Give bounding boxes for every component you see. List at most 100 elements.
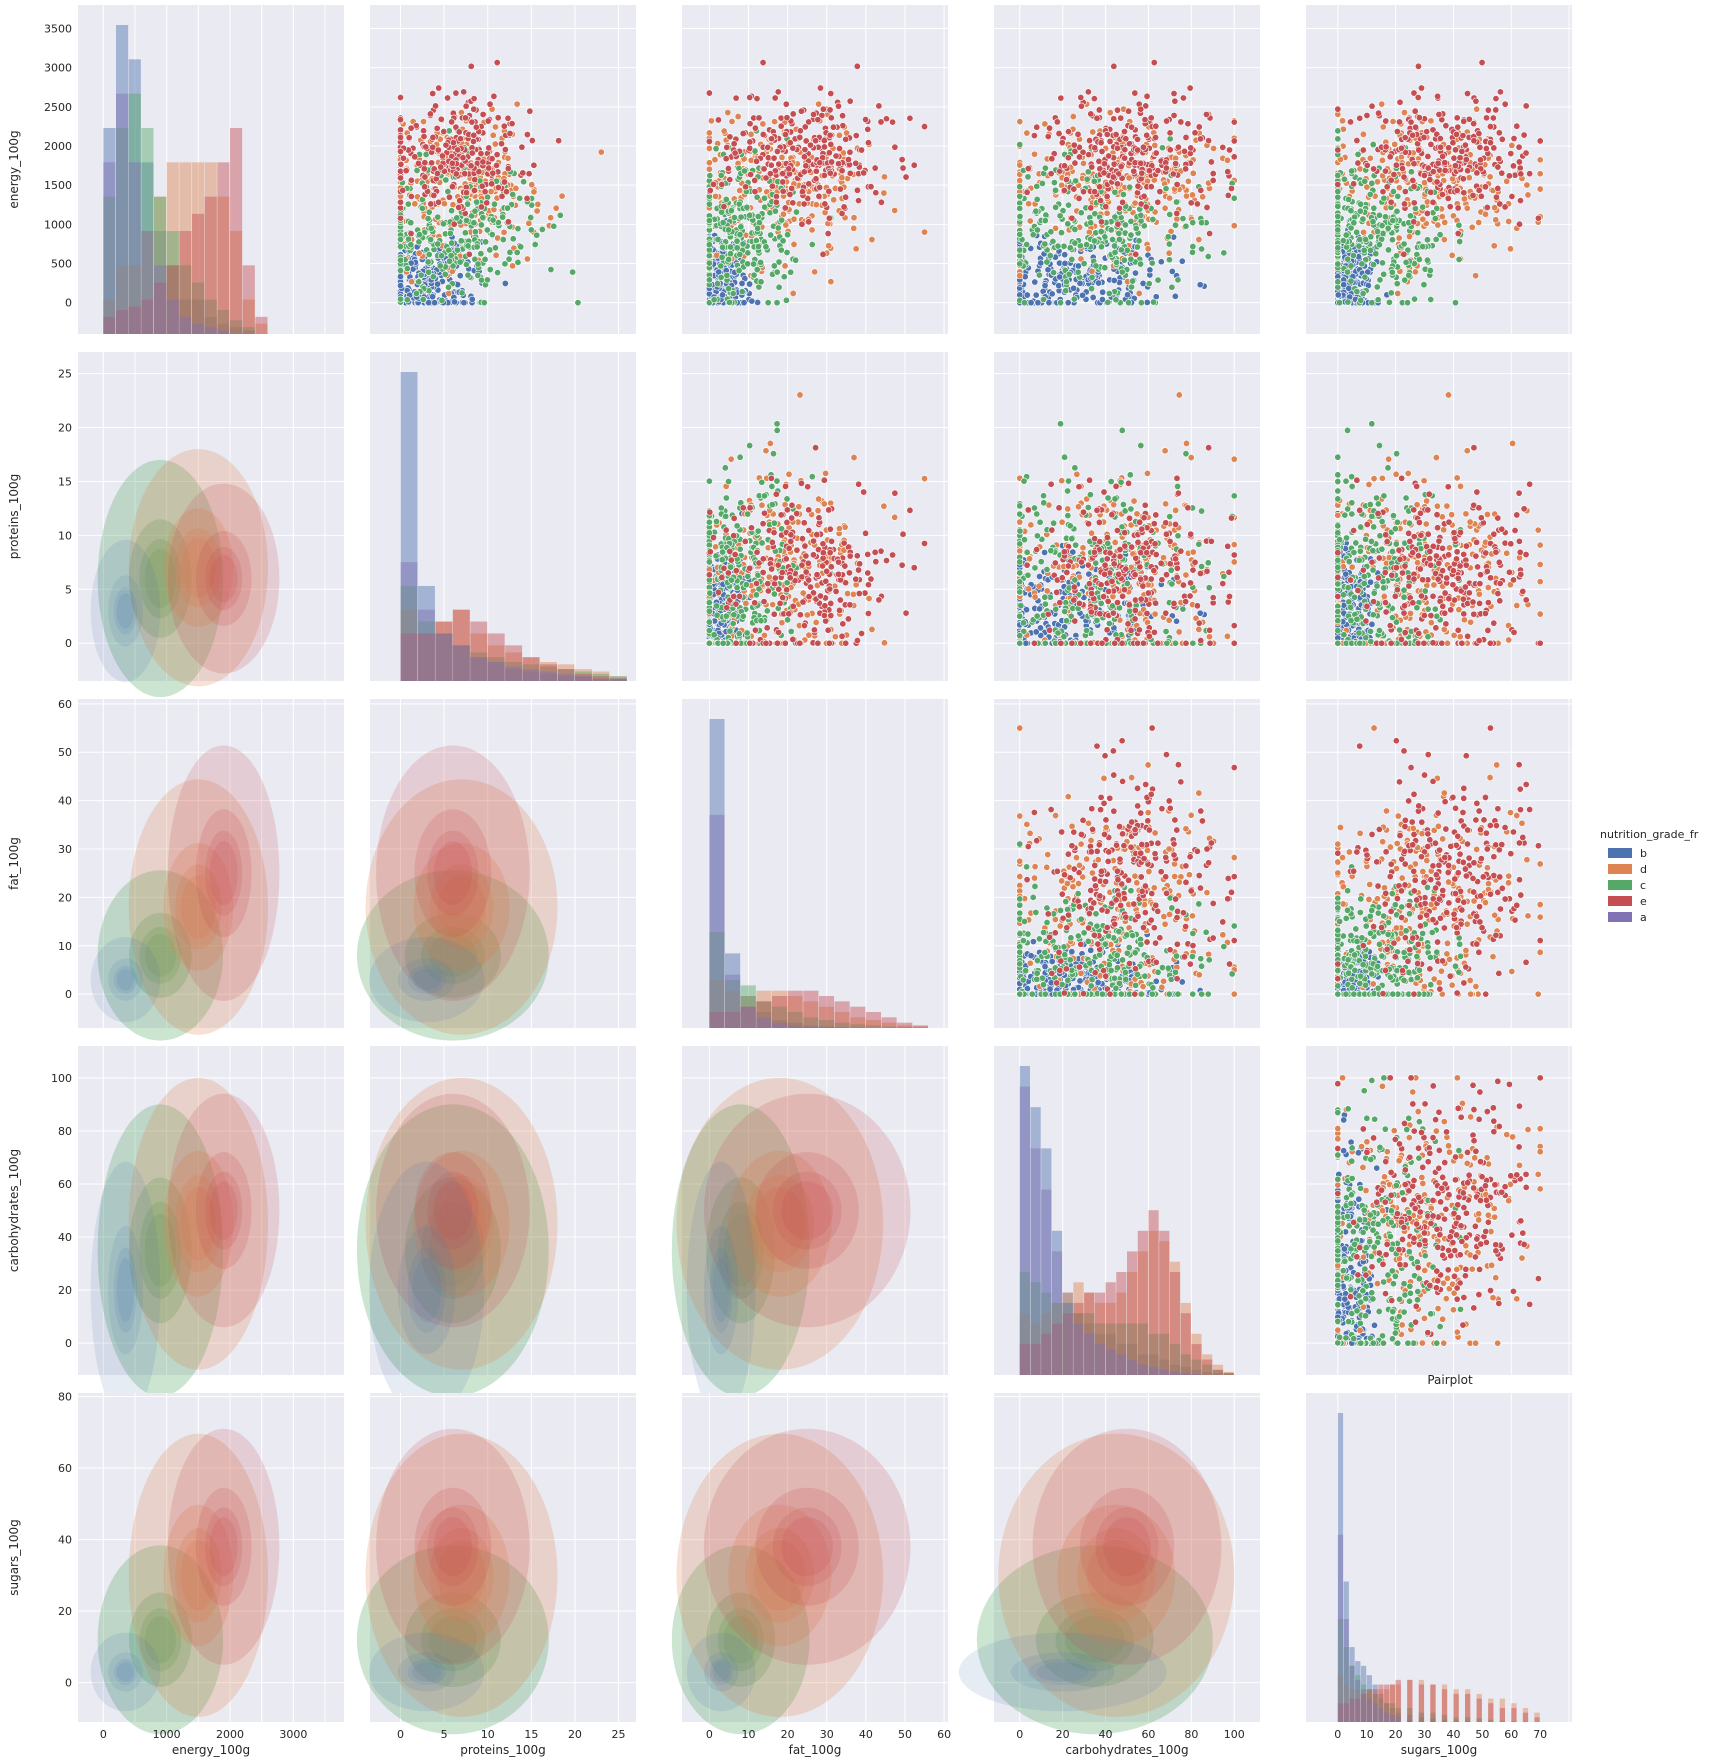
scatter-point-b xyxy=(1037,259,1045,267)
scatter-point-d xyxy=(552,204,560,212)
hist-bar-a xyxy=(487,661,505,681)
scatter-point-b xyxy=(460,299,468,307)
scatter-point-e xyxy=(1134,146,1142,154)
kde-contour-e xyxy=(209,554,238,603)
scatter-point-e xyxy=(816,183,824,191)
scatter-point-e xyxy=(1473,169,1481,177)
scatter-point-e xyxy=(471,176,479,184)
scatter-point-e xyxy=(746,120,754,128)
scatter-point-e xyxy=(1356,114,1364,122)
scatter-point-c xyxy=(1334,244,1342,252)
scatter-point-d xyxy=(1394,289,1402,297)
scatter-point-d xyxy=(1434,221,1442,229)
scatter-point-c xyxy=(736,231,744,239)
scatter-point-e xyxy=(1481,183,1489,191)
scatter-point-d xyxy=(827,278,835,286)
scatter-point-d xyxy=(769,601,777,609)
scatter-point-c xyxy=(1368,179,1376,187)
y-axis-label: energy_100g xyxy=(7,130,21,208)
scatter-point-c xyxy=(1032,207,1040,215)
scatter-point-e xyxy=(420,133,428,141)
scatter-point-e xyxy=(1401,188,1409,196)
scatter-point-c xyxy=(1033,226,1041,234)
scatter-point-e xyxy=(427,200,435,208)
scatter-point-c xyxy=(1432,235,1440,243)
scatter-point-c xyxy=(448,239,456,247)
scatter-point-c xyxy=(1043,258,1051,266)
hist-bar-d xyxy=(154,196,167,334)
scatter-point-e xyxy=(1174,143,1182,151)
scatter-point-c xyxy=(477,250,485,258)
hist-bar-b xyxy=(141,162,154,334)
scatter-point-e xyxy=(800,153,808,161)
scatter-point-e xyxy=(829,123,837,131)
scatter-point-b xyxy=(1131,269,1139,277)
scatter-point-b xyxy=(429,293,437,301)
scatter-point-e xyxy=(1062,176,1070,184)
scatter-point-e xyxy=(397,214,405,222)
scatter-point-e xyxy=(444,94,452,102)
scatter-point-d xyxy=(831,633,839,641)
scatter-point-e xyxy=(1203,203,1211,211)
scatter-point-e xyxy=(1087,204,1095,212)
scatter-point-c xyxy=(1407,168,1415,176)
scatter-point-d xyxy=(512,184,520,192)
scatter-point-c xyxy=(415,278,423,286)
scatter-point-d xyxy=(547,214,555,222)
scatter-point-d xyxy=(1505,217,1513,225)
scatter-point-e xyxy=(1383,183,1391,191)
scatter-point-c xyxy=(1057,229,1065,237)
scatter-point-b xyxy=(1157,258,1165,266)
scatter-point-d xyxy=(707,117,715,125)
scatter-point-b xyxy=(1110,276,1118,284)
scatter-point-e xyxy=(494,183,502,191)
scatter-point-d xyxy=(880,639,888,647)
scatter-point-c xyxy=(1150,298,1158,306)
scatter-point-c xyxy=(434,240,442,248)
scatter-point-e xyxy=(1187,199,1195,207)
scatter-point-c xyxy=(783,248,791,256)
scatter-point-c xyxy=(1033,195,1041,203)
scatter-point-e xyxy=(1505,172,1513,180)
scatter-point-e xyxy=(1427,140,1435,148)
scatter-point-c xyxy=(520,178,528,186)
hist-bar-b xyxy=(179,299,192,334)
scatter-point-e xyxy=(1121,146,1129,154)
scatter-point-e xyxy=(1409,176,1417,184)
scatter-point-c xyxy=(1400,240,1408,248)
scatter-point-e xyxy=(872,189,880,197)
scatter-point-e xyxy=(1209,176,1217,184)
scatter-point-e xyxy=(1142,203,1150,211)
scatter-point-c xyxy=(1359,289,1367,297)
scatter-point-c xyxy=(458,289,466,297)
scatter-point-c xyxy=(773,299,781,307)
scatter-point-e xyxy=(1516,164,1524,172)
scatter-point-c xyxy=(1334,202,1342,210)
scatter-point-c xyxy=(726,298,734,306)
scatter-point-c xyxy=(1062,278,1070,286)
scatter-point-c xyxy=(1359,215,1367,223)
scatter-point-e xyxy=(1075,153,1083,161)
scatter-point-c xyxy=(1380,270,1388,278)
scatter-point-c xyxy=(434,213,442,221)
scatter-point-c xyxy=(1035,271,1043,279)
scatter-point-c xyxy=(1361,273,1369,281)
scatter-point-e xyxy=(838,167,846,175)
scatter-point-d xyxy=(1016,118,1024,126)
scatter-point-e xyxy=(1453,130,1461,138)
scatter-point-e xyxy=(397,116,405,124)
scatter-point-e xyxy=(500,122,508,130)
scatter-point-c xyxy=(1118,268,1126,276)
scatter-point-c xyxy=(471,207,479,215)
scatter-point-d xyxy=(492,251,500,259)
scatter-point-d xyxy=(796,391,804,399)
scatter-point-c xyxy=(1340,175,1348,183)
scatter-point-e xyxy=(1033,123,1041,131)
scatter-point-e xyxy=(461,114,469,122)
scatter-point-e xyxy=(1482,145,1490,153)
scatter-point-c xyxy=(737,213,745,221)
scatter-point-b xyxy=(468,295,476,303)
scatter-point-c xyxy=(1046,252,1054,260)
scatter-point-e xyxy=(902,173,910,181)
panel-proteins_100g-vs-fat_100g xyxy=(682,352,948,681)
